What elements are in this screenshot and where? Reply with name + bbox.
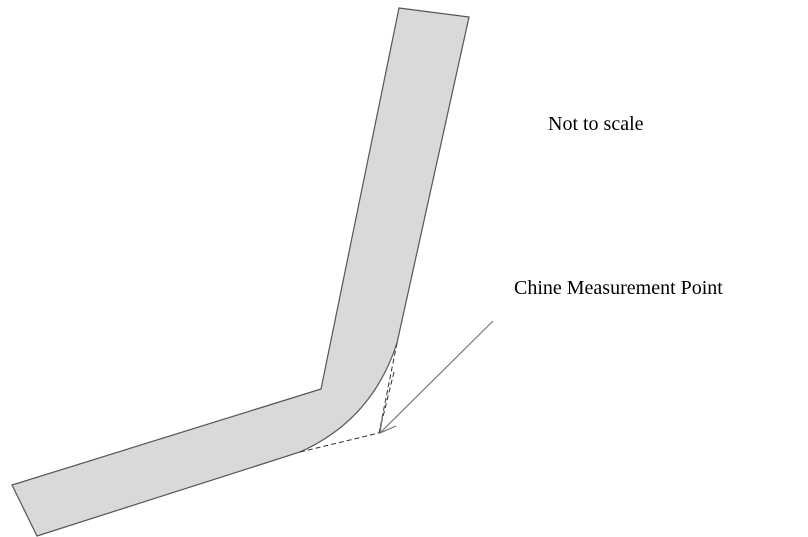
- scale-note-label: Not to scale: [548, 113, 644, 135]
- leader-line: [380, 320, 494, 433]
- bent-plate-section: [11, 7, 470, 537]
- leader-arrowhead: [379, 418, 397, 434]
- measurement-point-label: Chine Measurement Point: [514, 277, 723, 299]
- lower-projection-dashed-line: [299, 432, 380, 453]
- upper-projection-dashed-line: [378, 342, 398, 434]
